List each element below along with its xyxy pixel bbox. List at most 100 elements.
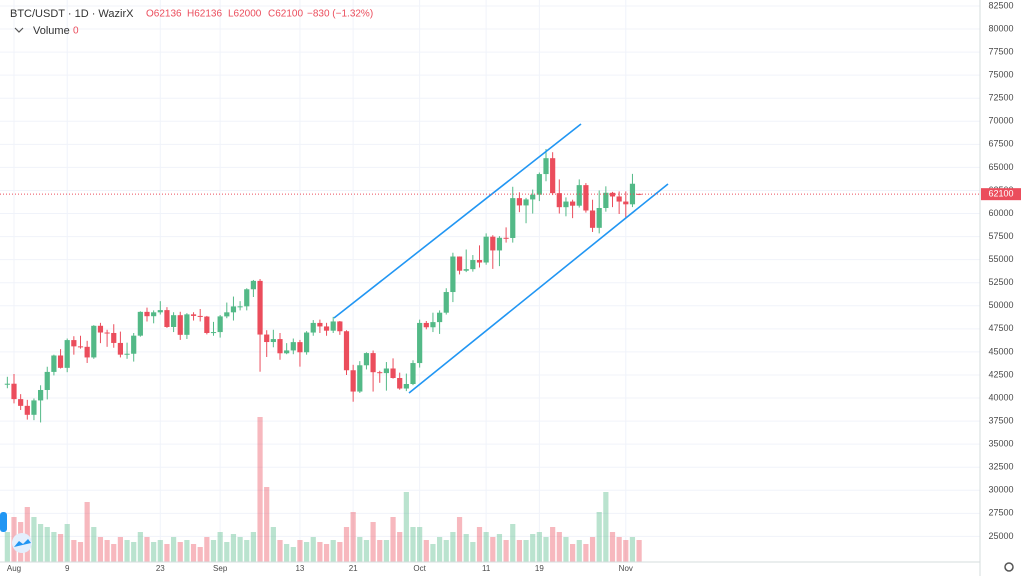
volume-bar [350,512,356,562]
candle-body [64,340,70,368]
y-tick-label: 82500 [988,0,1013,10]
volume-bar [330,540,336,562]
settings-gear[interactable] [1004,562,1014,572]
volume-bar [636,540,642,562]
candle-body [38,389,44,401]
volume-bar [210,540,217,562]
y-tick-label: 65000 [988,162,1013,172]
candle-body [589,210,596,228]
candle-body [18,399,24,406]
candle-body [423,322,429,328]
y-tick-label: 47500 [988,323,1013,333]
last-price-tag [981,188,1021,201]
candle-body [523,199,529,206]
side-toggle[interactable] [0,512,7,532]
volume-bar [244,540,250,562]
x-tick-label: Sep [213,564,228,573]
collapse-button[interactable] [14,27,24,33]
volume-bar [57,534,64,562]
candle-body [383,368,389,374]
y-tick-label: 25000 [988,531,1013,541]
candle-body [543,158,549,175]
volume-bar [337,542,343,562]
y-tick-label: 45000 [988,346,1013,356]
volume-bar [490,537,496,562]
candle-body [403,383,409,389]
volume-bar [456,517,463,562]
volume-bar [496,534,503,562]
candle-body [503,237,509,239]
volume-bar [516,540,522,562]
candle-body [230,306,237,313]
candle-body [124,353,130,355]
volume-bar [343,527,350,562]
candle-body [317,322,323,327]
symbol-title[interactable]: BTC/USDT · 1D · WazirX [10,8,134,20]
volume-bar [536,532,542,562]
x-tick-label: 19 [535,564,544,573]
volume-bar [157,540,163,562]
ohlc-close: C62100 [268,9,303,20]
candle-body [204,316,210,333]
candle-body [629,183,636,205]
volume-bar [323,544,330,562]
volume-bar [310,537,316,562]
candle-body [210,332,217,334]
candle-body [330,321,336,331]
volume-bar [543,537,549,562]
volume-bar [64,524,70,562]
candle-body [623,201,629,205]
volume-bar [576,540,582,562]
y-tick-label: 32500 [988,462,1013,472]
volume-bar [237,537,243,562]
x-tick-label: Nov [619,564,633,573]
y-tick-label: 75000 [988,70,1013,80]
volume-bar [503,540,509,562]
trend-line-upper[interactable] [333,123,582,319]
candle-body [117,342,123,355]
volume-bar [4,532,10,562]
candle-body [57,355,64,368]
x-tick-label: 23 [156,564,165,573]
volume-bar [97,537,104,562]
candle-body [137,311,143,336]
candle-body [556,193,562,208]
x-tick-label: Oct [413,564,426,573]
candle-body [536,174,542,195]
volume-bar [184,540,190,562]
volume-bar [51,532,57,562]
candle-body [443,292,449,313]
candle-body [244,289,250,307]
volume-bar [177,542,183,562]
volume-bar [304,542,310,562]
y-tick-label: 60000 [988,208,1013,218]
volume-bar [530,534,536,562]
volume-bar [589,537,596,562]
volume-bar [377,540,383,562]
volume-bar [563,537,569,562]
volume-bar [91,527,97,562]
candle-body [250,280,256,290]
volume-layer [4,417,642,562]
volume-bar [603,492,609,562]
candle-body [24,405,30,415]
trend-line-lower[interactable] [408,183,669,394]
candle-body [111,332,117,343]
x-tick-label: 11 [482,564,491,573]
volume-bar [77,542,84,562]
volume-bar [111,544,117,562]
candle-body [91,325,97,358]
candle-body [51,355,57,372]
candle-body [350,370,356,392]
x-tick-label: Aug [7,564,21,573]
logo-bg[interactable] [12,533,32,553]
candle-body [510,198,516,238]
candle-body [290,342,296,351]
volume-label[interactable]: Volume [33,25,70,37]
volume-bar [197,547,203,562]
volume-bar [104,540,110,562]
candle-body [490,236,496,251]
candle-body [97,325,104,333]
volume-bar [277,540,283,562]
